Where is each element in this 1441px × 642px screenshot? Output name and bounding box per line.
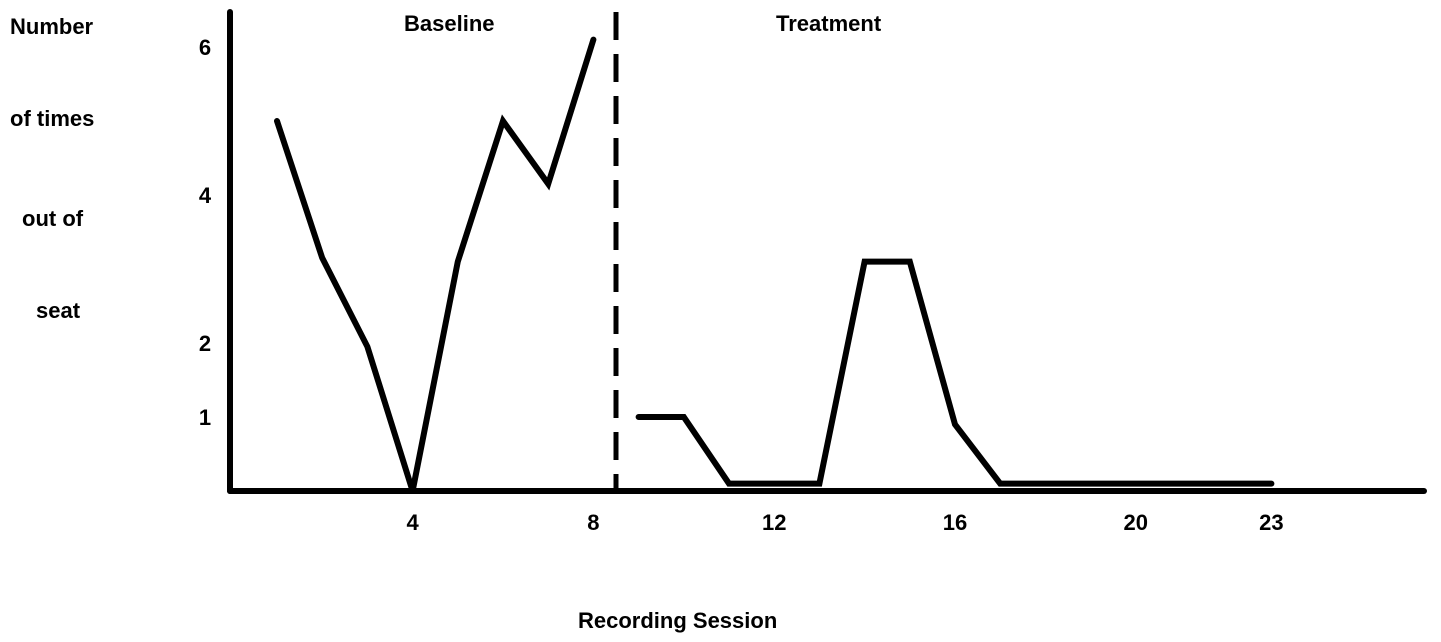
y-tick-label: 4	[199, 183, 212, 208]
phase-label-baseline: Baseline	[404, 11, 495, 36]
x-tick-label: 23	[1259, 510, 1283, 535]
x-tick-label: 8	[587, 510, 599, 535]
y-axis-label-line-3: out of	[22, 206, 84, 231]
y-tick-label: 6	[199, 35, 211, 60]
x-tick-label: 12	[762, 510, 786, 535]
x-tick-label: 4	[406, 510, 419, 535]
y-tick-label: 1	[199, 405, 211, 430]
x-axis-label: Recording Session	[578, 608, 778, 633]
y-axis-label-line-1: Number	[10, 14, 94, 39]
y-tick-label: 2	[199, 331, 211, 356]
phase-label-treatment: Treatment	[776, 11, 882, 36]
series-lines	[274, 36, 1275, 492]
y-axis-label-line-4: seat	[36, 298, 81, 323]
series-line-treatment	[635, 258, 1275, 487]
x-tick-label: 20	[1124, 510, 1148, 535]
series-line-baseline	[274, 36, 597, 492]
x-tick-label: 16	[943, 510, 967, 535]
y-axis-label-line-2: of times	[10, 106, 95, 131]
axes	[227, 9, 1427, 494]
